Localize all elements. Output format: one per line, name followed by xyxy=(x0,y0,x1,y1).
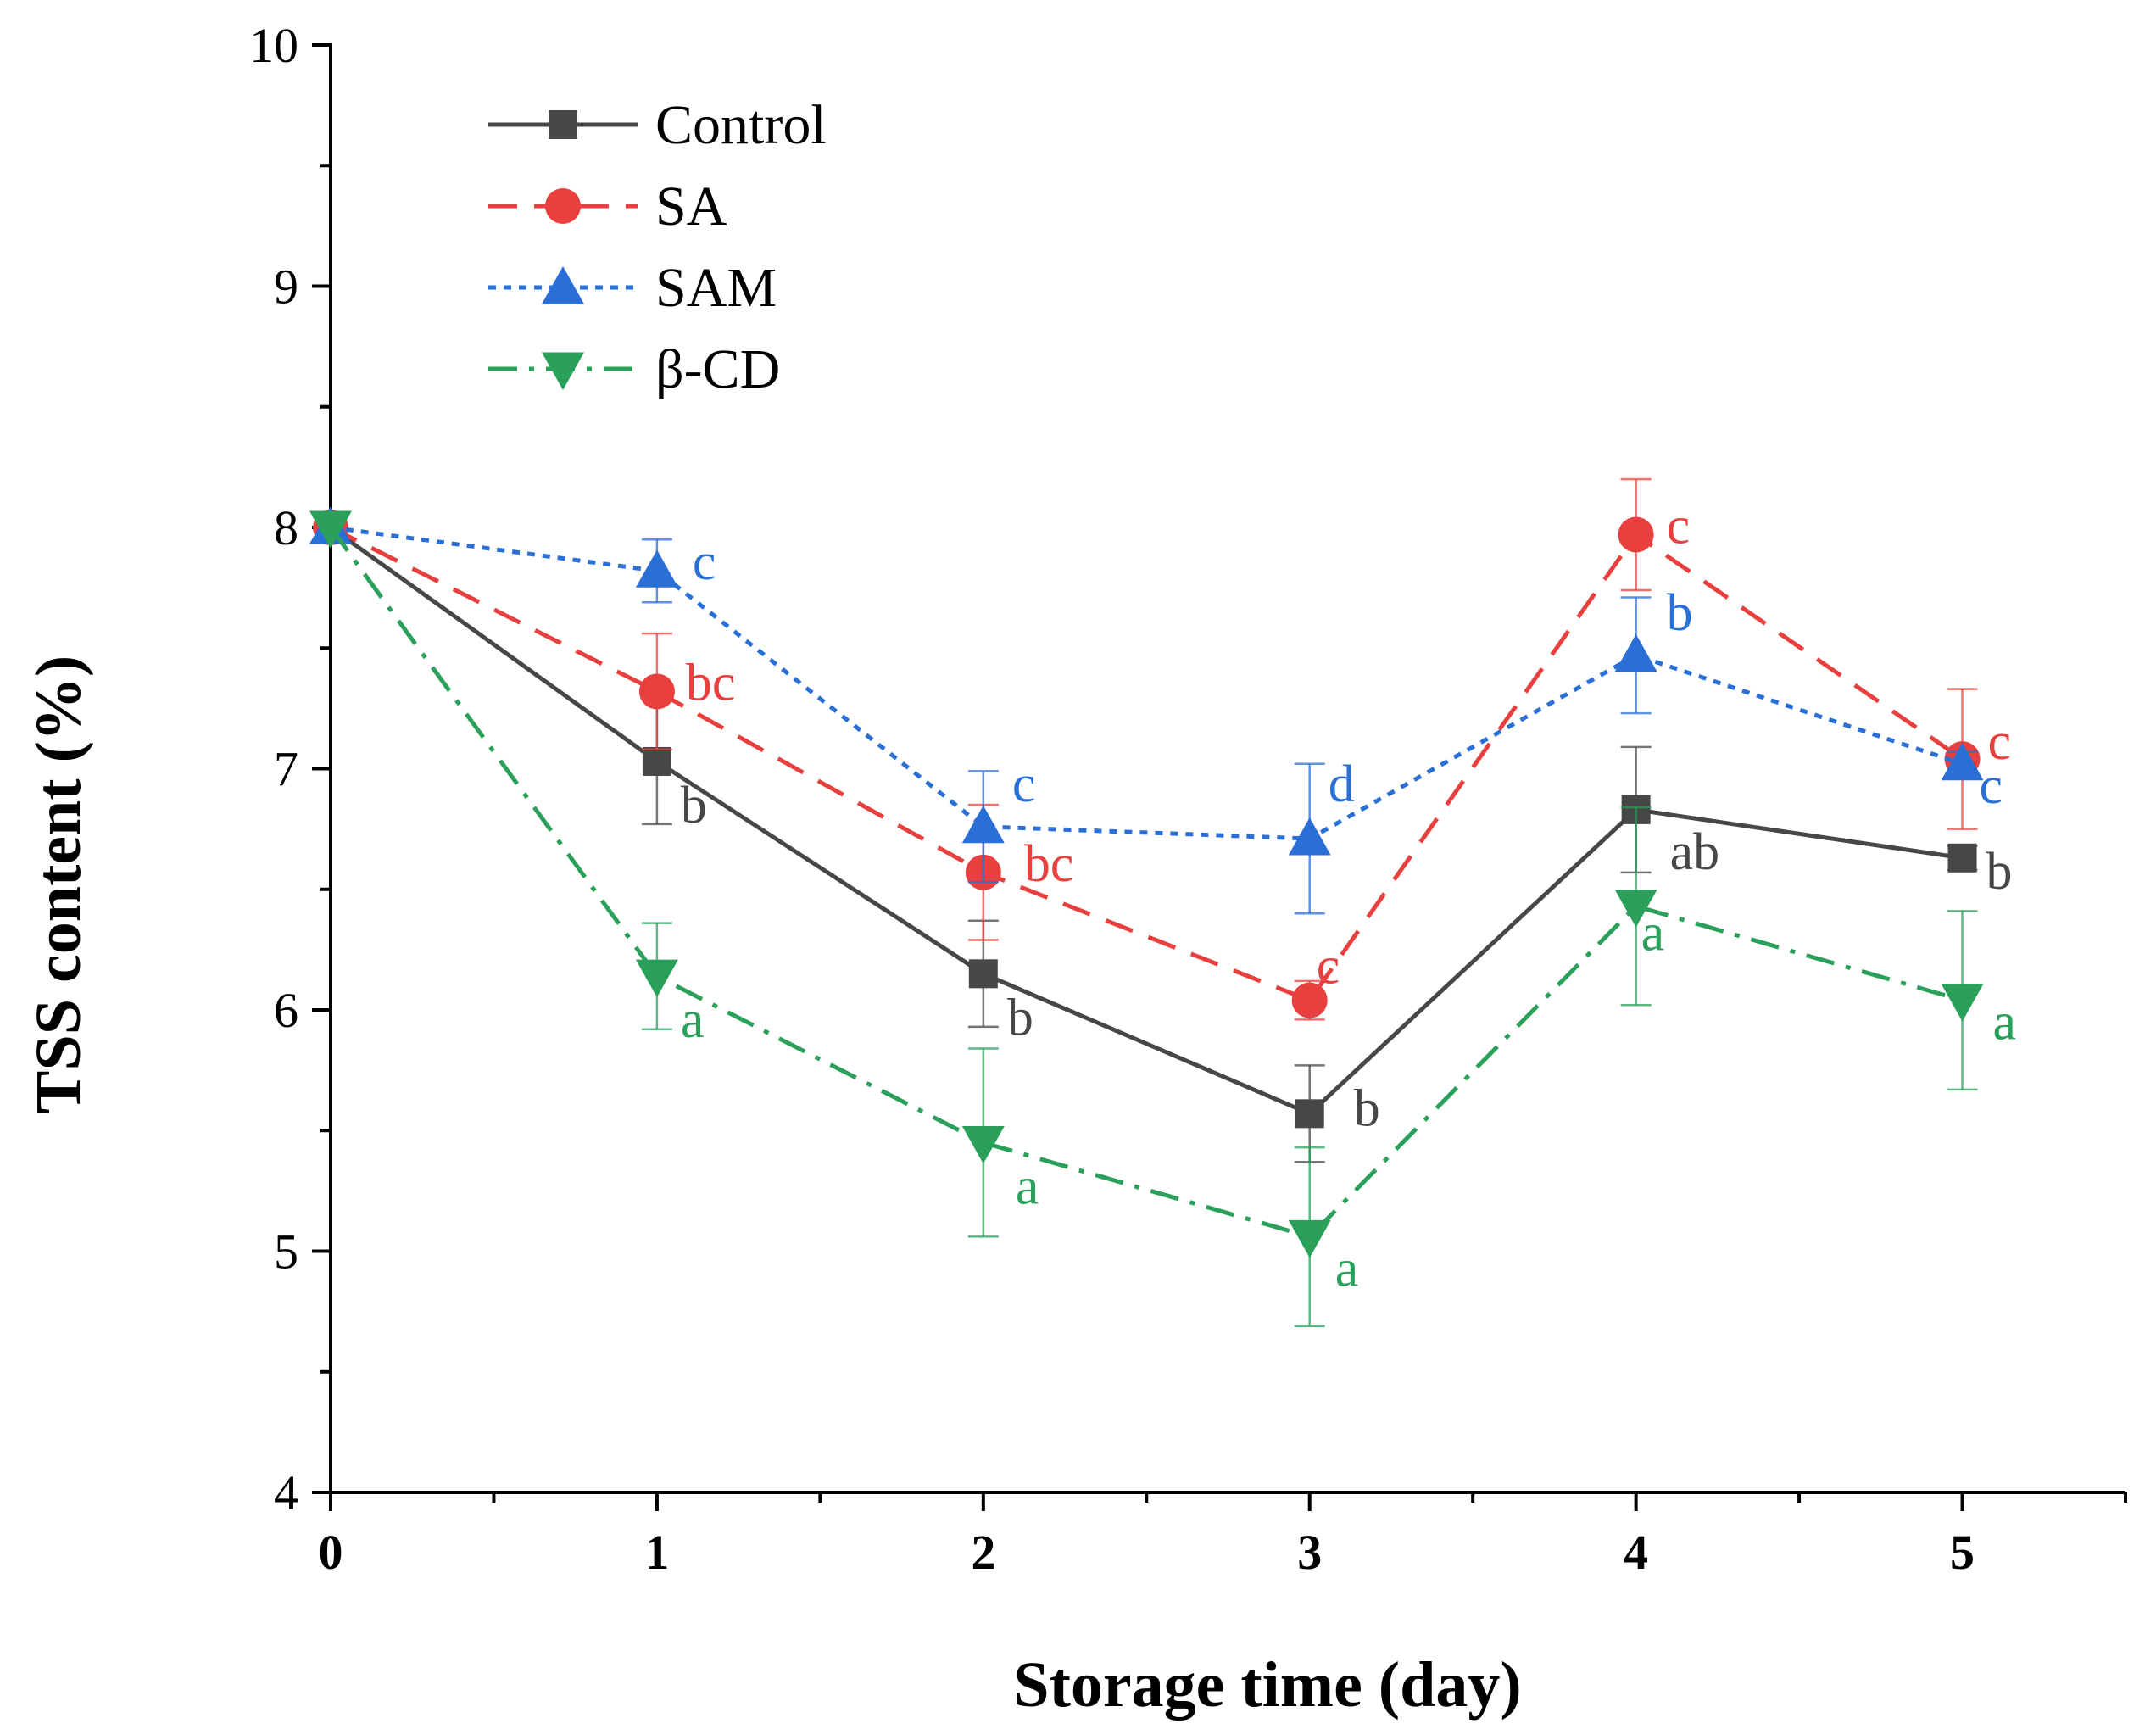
data-point-control xyxy=(968,959,998,989)
data-point-control xyxy=(1947,843,1977,873)
x-tick-label: 1 xyxy=(644,1525,669,1580)
x-axis-title: Storage time (day) xyxy=(1013,1649,1521,1721)
data-point-beta-cd xyxy=(635,959,678,998)
significance-label: b xyxy=(1007,989,1033,1046)
data-point-sam xyxy=(1941,742,1984,781)
significance-label: b xyxy=(1986,843,2013,901)
series-beta-cd: a a a a a xyxy=(309,510,2017,1327)
x-tick-label: 3 xyxy=(1297,1525,1322,1580)
data-point-sam xyxy=(635,549,678,588)
legend: Control SA SAM β-CD xyxy=(488,94,827,400)
legend-label: SAM xyxy=(655,257,777,319)
series-line-beta-cd xyxy=(328,526,1964,1240)
y-tick-label: 9 xyxy=(274,259,298,315)
series-line-control xyxy=(329,525,1963,1117)
y-tick-label: 10 xyxy=(249,18,298,73)
significance-label: a xyxy=(681,991,705,1049)
x-tick-label: 4 xyxy=(1624,1525,1648,1580)
data-point-sa xyxy=(638,673,675,710)
axes: 4 5 6 7 8 9 10 0 1 2 3 4 5 xyxy=(249,18,2127,1580)
data-point-control xyxy=(642,746,671,776)
significance-label: a xyxy=(1641,905,1665,962)
legend-label: SA xyxy=(655,176,727,237)
x-tick-label: 5 xyxy=(1950,1525,1975,1580)
x-tick-label: 2 xyxy=(971,1525,995,1580)
significance-label: a xyxy=(1016,1157,1039,1215)
legend-marker-control xyxy=(549,110,577,139)
significance-label: bc xyxy=(1024,835,1074,893)
data-point-sam xyxy=(961,805,1005,844)
y-tick-label: 4 xyxy=(274,1465,298,1520)
legend-label: Control xyxy=(655,94,827,156)
significance-label: b xyxy=(1354,1079,1380,1137)
data-point-beta-cd xyxy=(961,1125,1005,1164)
data-point-sa xyxy=(1618,516,1654,553)
significance-label: d xyxy=(1329,756,1355,813)
significance-label: c xyxy=(1012,756,1036,813)
y-tick-label: 8 xyxy=(274,500,298,555)
legend-item-sam: SAM xyxy=(488,257,777,319)
data-point-beta-cd xyxy=(1288,1219,1331,1258)
data-point-sam xyxy=(1288,817,1331,856)
legend-item-sa: SA xyxy=(488,176,727,237)
data-point-sam xyxy=(1614,633,1657,672)
significance-label: bc xyxy=(686,654,736,711)
significance-label: a xyxy=(1335,1240,1359,1297)
significance-label: c xyxy=(1317,938,1340,996)
significance-label: a xyxy=(1993,994,2017,1051)
significance-label: c xyxy=(693,533,716,591)
significance-label: b xyxy=(1667,584,1693,642)
legend-item-beta-cd: β-CD xyxy=(488,338,780,400)
y-tick-label: 7 xyxy=(274,742,298,797)
significance-label: c xyxy=(1988,713,2012,771)
significance-label: c xyxy=(1980,757,2003,815)
data-point-beta-cd xyxy=(1941,984,1984,1022)
legend-marker-sam xyxy=(542,266,584,304)
significance-label: ab xyxy=(1670,823,1720,881)
series-line-sam xyxy=(330,525,1964,841)
x-tick-label: 0 xyxy=(319,1525,343,1580)
data-point-beta-cd xyxy=(1614,890,1657,928)
y-tick-label: 6 xyxy=(274,983,298,1038)
series-sam: cc dbc xyxy=(309,506,2003,915)
significance-label: c xyxy=(1667,498,1691,555)
y-tick-label: 5 xyxy=(274,1224,298,1280)
legend-item-control: Control xyxy=(488,94,827,156)
significance-label: b xyxy=(681,777,707,834)
legend-marker-sa xyxy=(545,188,581,224)
legend-label: β-CD xyxy=(655,338,780,400)
y-axis-title: TSS content (%) xyxy=(23,655,94,1113)
legend-marker-beta-cd xyxy=(542,352,584,390)
data-point-sa xyxy=(1291,982,1328,1018)
data-point-beta-cd xyxy=(309,510,352,549)
data-point-control xyxy=(1295,1099,1324,1129)
